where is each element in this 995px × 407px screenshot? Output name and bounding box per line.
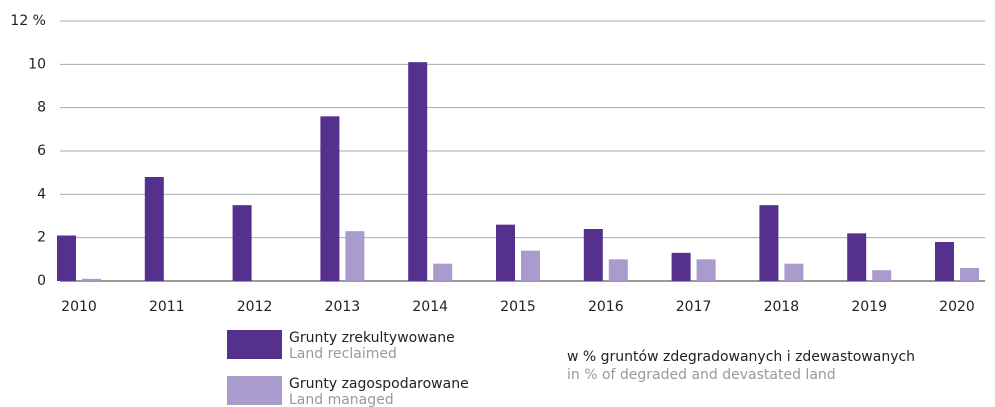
note: w % gruntów zdegradowanych i zdewastowan…: [567, 349, 915, 365]
y-tick-label: 12 %: [10, 13, 46, 29]
x-tick-label: 2015: [500, 299, 536, 315]
x-tick-label: 2013: [325, 299, 361, 315]
y-tick-label: 10: [28, 56, 46, 72]
x-tick-label: 2012: [237, 299, 273, 315]
bar: [847, 233, 867, 281]
x-tick-label: 2016: [588, 299, 624, 315]
x-tick-label: 2019: [851, 299, 887, 315]
legend-swatch: [227, 376, 282, 405]
y-tick-label: 2: [37, 230, 46, 246]
bar: [144, 177, 164, 281]
bar: [935, 242, 954, 281]
bar: [345, 231, 365, 281]
bar: [960, 268, 979, 281]
bar: [232, 205, 252, 281]
bar: [82, 278, 101, 281]
bar: [433, 263, 453, 281]
legend-swatch: [227, 330, 282, 359]
bar: [57, 235, 76, 281]
x-tick-label: 2018: [764, 299, 800, 315]
bar: [759, 205, 779, 281]
bar: [608, 259, 628, 281]
x-tick-label: 2020: [939, 299, 975, 315]
bar: [583, 229, 603, 281]
bar: [784, 263, 804, 281]
x-tick-label: 2014: [412, 299, 448, 315]
bar: [496, 224, 515, 281]
bar: [320, 116, 340, 281]
legend-label: Grunty zrekultywowane: [289, 330, 455, 346]
legend-label-en: Land managed: [289, 392, 394, 407]
x-tick-label: 2011: [149, 299, 185, 315]
y-tick-label: 6: [37, 143, 46, 159]
x-tick-label: 2010: [61, 299, 97, 315]
y-tick-label: 8: [37, 100, 46, 116]
legend-label-en: Land reclaimed: [289, 346, 397, 362]
y-tick-label: 0: [37, 273, 46, 289]
bar: [696, 259, 716, 281]
bar: [521, 250, 540, 281]
x-tick-label: 2017: [676, 299, 712, 315]
y-tick-label: 4: [37, 186, 46, 202]
legend-label: Grunty zagospodarowane: [289, 376, 469, 392]
note-en: in % of degraded and devastated land: [567, 367, 836, 383]
bar: [872, 270, 892, 281]
bar: [408, 62, 428, 281]
bar: [671, 252, 691, 281]
